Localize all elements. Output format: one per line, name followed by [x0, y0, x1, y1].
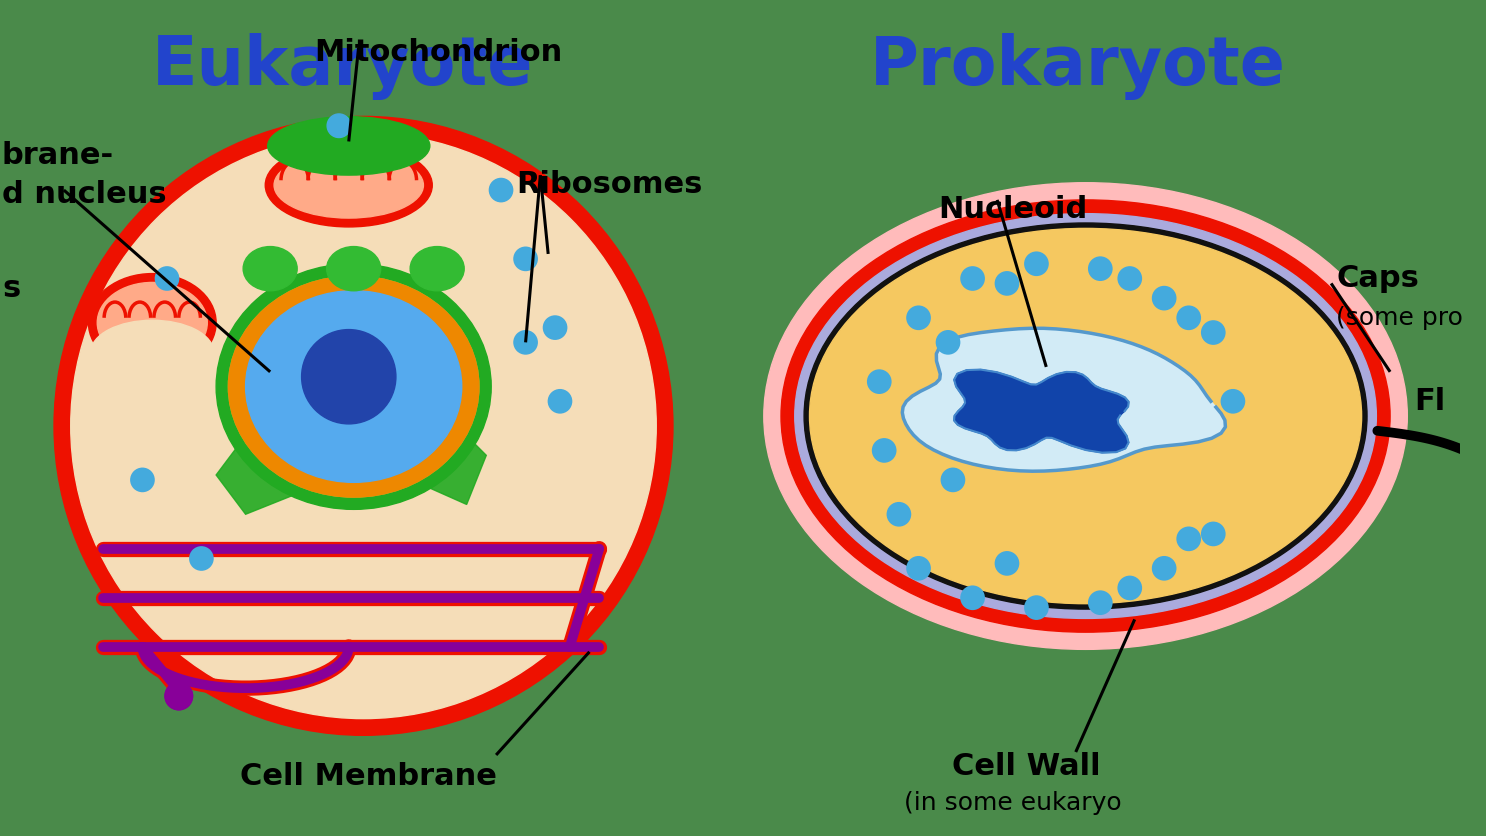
Circle shape [1177, 528, 1201, 550]
Circle shape [190, 548, 212, 570]
Circle shape [165, 682, 193, 710]
Circle shape [1153, 557, 1175, 579]
Circle shape [1177, 307, 1201, 329]
Text: Caps: Caps [1336, 264, 1419, 293]
Polygon shape [902, 329, 1226, 472]
Text: Cell Membrane: Cell Membrane [239, 762, 496, 791]
Circle shape [996, 552, 1018, 574]
Circle shape [156, 268, 178, 290]
Ellipse shape [97, 283, 207, 363]
Circle shape [302, 329, 395, 424]
Circle shape [936, 331, 960, 354]
Circle shape [961, 268, 984, 290]
Polygon shape [954, 370, 1129, 452]
Circle shape [1089, 591, 1112, 614]
Circle shape [53, 116, 673, 736]
Text: Prokaryote: Prokaryote [869, 33, 1285, 99]
Polygon shape [422, 426, 486, 504]
Text: Nucleoid: Nucleoid [938, 195, 1088, 224]
Ellipse shape [265, 144, 432, 227]
Circle shape [544, 316, 566, 339]
Ellipse shape [229, 276, 478, 497]
Text: Ribosomes: Ribosomes [516, 171, 703, 200]
Circle shape [996, 272, 1018, 295]
Circle shape [872, 439, 896, 461]
Ellipse shape [804, 223, 1367, 609]
Circle shape [1202, 522, 1224, 545]
Ellipse shape [764, 183, 1407, 650]
Ellipse shape [91, 320, 214, 384]
Ellipse shape [795, 214, 1376, 619]
Ellipse shape [244, 247, 297, 291]
Circle shape [1119, 577, 1141, 599]
Ellipse shape [88, 273, 215, 372]
Text: d nucleus: d nucleus [1, 181, 166, 210]
Circle shape [71, 133, 657, 719]
Text: brane-: brane- [1, 141, 114, 171]
Text: (in some eukaryo: (in some eukaryo [903, 792, 1122, 815]
Circle shape [1089, 257, 1112, 280]
Circle shape [327, 114, 351, 138]
Ellipse shape [810, 228, 1361, 604]
Circle shape [908, 557, 930, 579]
Ellipse shape [267, 117, 429, 175]
Ellipse shape [327, 247, 380, 291]
Ellipse shape [273, 152, 424, 218]
Text: Mitochondrion: Mitochondrion [315, 38, 563, 67]
Circle shape [131, 469, 153, 492]
Circle shape [961, 587, 984, 609]
Text: Eukaryote: Eukaryote [152, 33, 533, 99]
Circle shape [1221, 390, 1244, 413]
Circle shape [1025, 596, 1048, 619]
Circle shape [1153, 287, 1175, 309]
Circle shape [942, 469, 964, 492]
Circle shape [887, 503, 911, 526]
Circle shape [514, 247, 536, 270]
Ellipse shape [245, 291, 462, 482]
Text: Fl: Fl [1415, 387, 1446, 415]
Circle shape [868, 370, 890, 393]
Text: Cell Wall: Cell Wall [953, 752, 1101, 781]
Circle shape [548, 390, 571, 413]
Polygon shape [215, 436, 294, 514]
Text: s: s [1, 274, 21, 303]
Circle shape [1119, 268, 1141, 290]
Circle shape [1025, 252, 1048, 275]
Ellipse shape [215, 264, 492, 509]
Text: (some pro: (some pro [1336, 306, 1462, 330]
Circle shape [490, 179, 513, 201]
Circle shape [165, 682, 193, 710]
Circle shape [908, 307, 930, 329]
Circle shape [1202, 321, 1224, 344]
Ellipse shape [229, 276, 478, 497]
Circle shape [514, 331, 536, 354]
Ellipse shape [410, 247, 464, 291]
Ellipse shape [782, 200, 1389, 632]
